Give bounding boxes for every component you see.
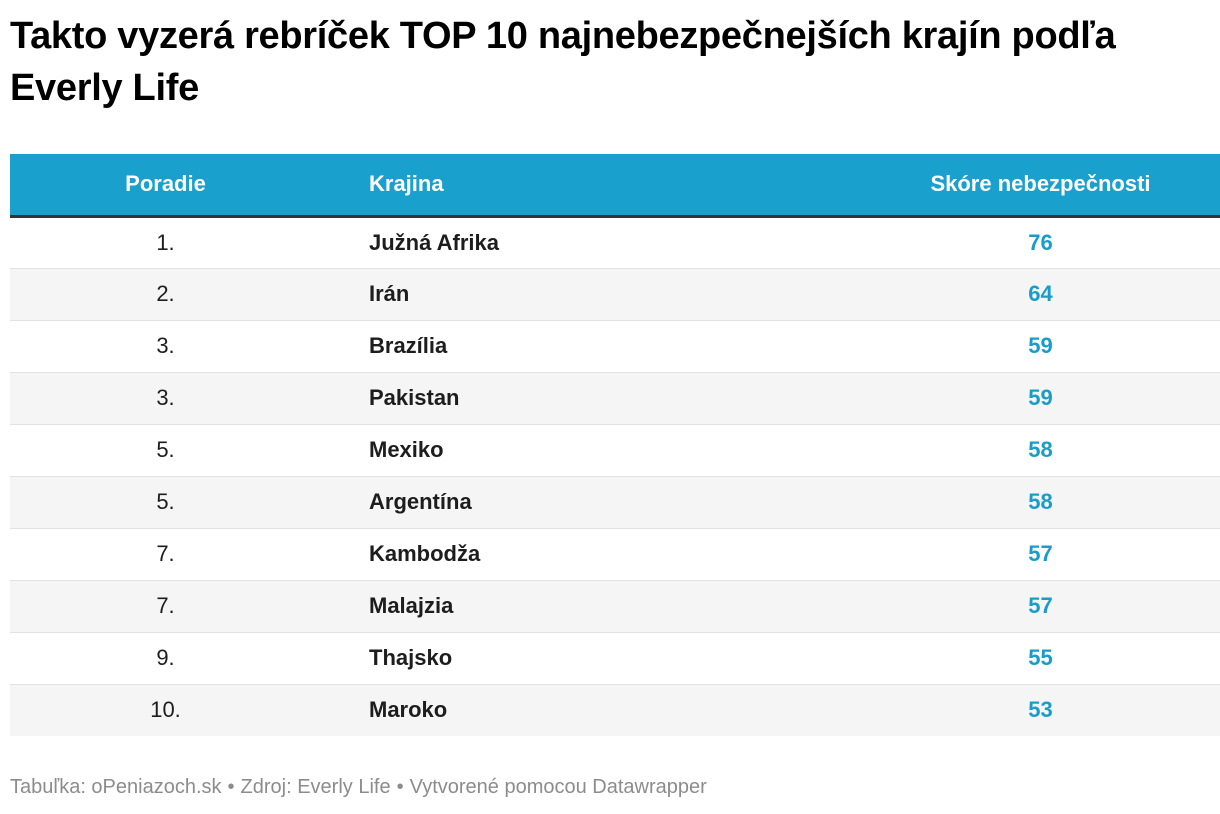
cell-country: Južná Afrika: [321, 216, 823, 269]
cell-country: Irán: [321, 268, 823, 321]
table-row: 7. Kambodža 57: [10, 528, 1220, 581]
table-row: 5. Argentína 58: [10, 476, 1220, 529]
table-row: 1. Južná Afrika 76: [10, 216, 1220, 269]
cell-rank: 7.: [10, 580, 321, 633]
ranking-table-container: Poradie Krajina Skóre nebezpečnosti 1. Ju…: [10, 154, 1220, 736]
cell-rank: 5.: [10, 424, 321, 477]
cell-rank: 7.: [10, 528, 321, 581]
footer-separator: •: [396, 776, 404, 798]
table-row: 3. Brazília 59: [10, 320, 1220, 373]
table-header-row: Poradie Krajina Skóre nebezpečnosti: [10, 154, 1220, 218]
column-header-rank[interactable]: Poradie: [10, 154, 321, 218]
cell-score: 58: [823, 424, 1220, 477]
table-row: 2. Irán 64: [10, 268, 1220, 321]
cell-score: 76: [823, 216, 1220, 269]
ranking-table: Poradie Krajina Skóre nebezpečnosti 1. Ju…: [10, 154, 1220, 736]
cell-rank: 10.: [10, 684, 321, 736]
cell-score: 57: [823, 528, 1220, 581]
cell-country: Mexiko: [321, 424, 823, 477]
chart-footer: Tabuľka: oPeniazoch.sk • Zdroj: Everly Lif…: [10, 776, 707, 799]
cell-score: 59: [823, 320, 1220, 373]
cell-country: Argentína: [321, 476, 823, 529]
cell-rank: 2.: [10, 268, 321, 321]
table-header: Poradie Krajina Skóre nebezpečnosti: [10, 154, 1220, 218]
table-row: 7. Malajzia 57: [10, 580, 1220, 633]
cell-score: 57: [823, 580, 1220, 633]
cell-rank: 9.: [10, 632, 321, 685]
column-header-score[interactable]: Skóre nebezpečnosti: [823, 154, 1220, 218]
table-body: 1. Južná Afrika 76 2. Irán 64 3. Brazília 59 3. Pa…: [10, 216, 1220, 736]
cell-score: 53: [823, 684, 1220, 736]
footer-table-credit: Tabuľka: oPeniazoch.sk: [10, 776, 222, 798]
cell-score: 58: [823, 476, 1220, 529]
cell-country: Pakistan: [321, 372, 823, 425]
table-row: 5. Mexiko 58: [10, 424, 1220, 477]
cell-rank: 1.: [10, 216, 321, 269]
cell-score: 64: [823, 268, 1220, 321]
cell-rank: 3.: [10, 372, 321, 425]
cell-country: Malajzia: [321, 580, 823, 633]
cell-score: 55: [823, 632, 1220, 685]
cell-score: 59: [823, 372, 1220, 425]
column-header-country[interactable]: Krajina: [321, 154, 823, 218]
chart-title: Takto vyzerá rebríček TOP 10 najnebezpeč…: [10, 15, 1116, 109]
cell-country: Maroko: [321, 684, 823, 736]
table-row: 9. Thajsko 55: [10, 632, 1220, 685]
cell-rank: 5.: [10, 476, 321, 529]
cell-rank: 3.: [10, 320, 321, 373]
footer-source: Zdroj: Everly Life: [240, 776, 391, 798]
cell-country: Brazília: [321, 320, 823, 373]
footer-separator: •: [227, 776, 235, 798]
cell-country: Kambodža: [321, 528, 823, 581]
table-row: 10. Maroko 53: [10, 684, 1220, 736]
footer-created-with: Vytvorené pomocou Datawrapper: [409, 776, 707, 798]
table-row: 3. Pakistan 59: [10, 372, 1220, 425]
cell-country: Thajsko: [321, 632, 823, 685]
